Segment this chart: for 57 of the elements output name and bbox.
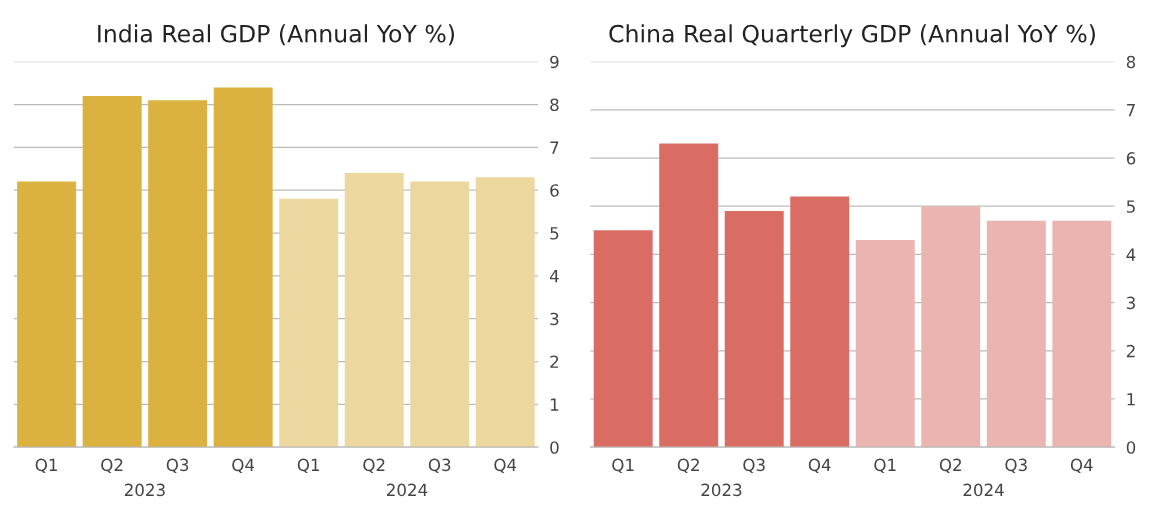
y-tick-label: 0: [550, 441, 559, 454]
x-tick-label: Q4: [494, 458, 517, 474]
bar: [279, 198, 339, 448]
x-tick-label: Q2: [363, 458, 385, 474]
x-tick-label: Q1: [35, 458, 57, 474]
x-tick-label: Q3: [743, 458, 765, 474]
y-tick-label: 0: [1126, 441, 1136, 454]
y-tick-label: 6: [1126, 152, 1136, 165]
x-tick-label: Q1: [612, 458, 634, 474]
bar: [593, 230, 653, 448]
text: 2023: [124, 483, 165, 497]
y-tick-label: 3: [1126, 296, 1135, 310]
x-tick-label: Q4: [232, 458, 255, 474]
bar: [1052, 220, 1112, 448]
y-tick-label: 1: [550, 398, 559, 411]
y-tick-label: 7: [550, 141, 559, 154]
x-tick-label: Q3: [428, 458, 451, 474]
bar: [148, 100, 208, 448]
x-tick-label: Q1: [297, 458, 320, 474]
bar: [17, 181, 77, 448]
y-tick-label: 4: [549, 270, 559, 283]
y-tick-label: 6: [550, 184, 559, 197]
bar: [344, 173, 404, 448]
bar: [475, 177, 535, 448]
y-tick-label: 3: [550, 312, 559, 326]
x-tick-label: Q2: [939, 458, 961, 474]
x-tick-label: Q2: [101, 458, 123, 474]
text: 2024: [386, 483, 428, 497]
y-tick-label: 2: [1126, 344, 1135, 358]
y-tick-label: 5: [550, 227, 559, 240]
bar: [410, 181, 470, 448]
x-tick-label: Q3: [166, 458, 189, 474]
chart-title: India Real GDP (Annual YoY %): [98, 24, 454, 46]
y-tick-label: 5: [1126, 200, 1135, 213]
bar: [659, 143, 719, 448]
x-tick-label: Q3: [1005, 458, 1027, 474]
y-tick-label: 7: [1127, 104, 1135, 117]
y-tick-label: 8: [550, 98, 559, 112]
y-tick-label: 2: [550, 355, 559, 368]
y-tick-label: 9: [550, 55, 559, 69]
x-tick-label: Q4: [808, 458, 831, 474]
bar: [790, 196, 850, 448]
bar: [213, 87, 273, 448]
bar: [986, 220, 1046, 448]
bar: [82, 95, 142, 448]
y-tick-label: 4: [1126, 248, 1136, 261]
x-tick-label: Q1: [874, 458, 896, 474]
y-tick-label: 8: [1126, 55, 1136, 69]
bar: [921, 206, 981, 448]
bar: [855, 239, 915, 448]
bar: [724, 211, 784, 448]
x-tick-label: Q4: [1070, 458, 1093, 474]
text: 2023: [701, 483, 742, 497]
y-tick-label: 1: [1127, 393, 1135, 406]
x-tick-label: Q2: [677, 458, 699, 474]
text: 2024: [963, 483, 1004, 497]
chart-title: China Real Quarterly GDP (Annual YoY %): [609, 24, 1095, 48]
